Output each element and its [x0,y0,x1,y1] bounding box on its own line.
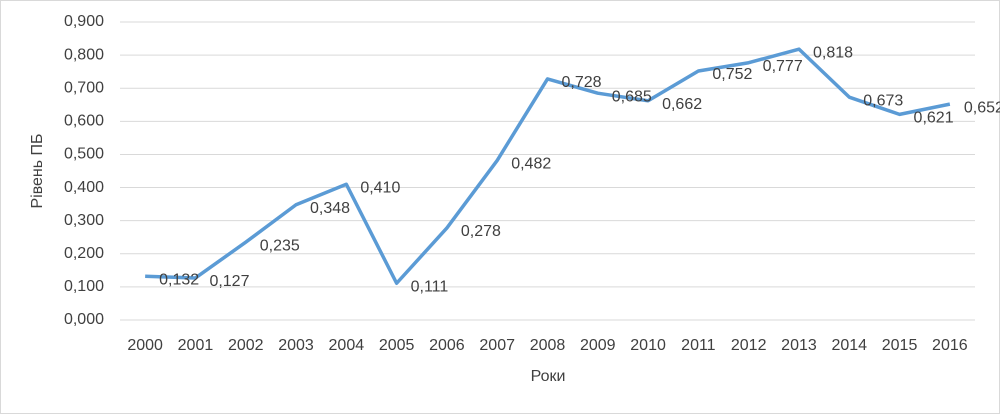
data-label: 0,410 [360,179,400,196]
x-axis-title: Роки [531,368,566,385]
data-label: 0,752 [712,66,752,83]
data-label: 0,652 [964,99,1000,116]
data-label: 0,621 [914,110,954,127]
x-tick-label: 2000 [127,337,163,354]
data-label: 0,348 [310,200,350,217]
y-tick-label: 0,600 [64,113,104,130]
x-tick-label: 2009 [580,337,616,354]
x-tick-label: 2007 [479,337,515,354]
x-tick-label: 2014 [831,337,867,354]
data-label: 0,685 [612,88,652,105]
x-tick-label: 2006 [429,337,465,354]
y-tick-label: 0,800 [64,46,104,63]
data-label: 0,278 [461,223,501,240]
data-label: 0,728 [562,74,602,91]
x-tick-label: 2012 [731,337,767,354]
data-label: 0,777 [763,58,803,75]
y-tick-label: 0,900 [64,13,104,30]
y-tick-label: 0,400 [64,179,104,196]
x-tick-label: 2004 [329,337,365,354]
x-tick-label: 2016 [932,337,968,354]
y-tick-label: 0,500 [64,146,104,163]
x-tick-label: 2008 [530,337,566,354]
y-tick-label: 0,200 [64,245,104,262]
x-tick-label: 2011 [681,337,716,354]
data-label: 0,482 [511,156,551,173]
data-label: 0,132 [159,272,199,289]
x-tick-label: 2003 [278,337,314,354]
data-label: 0,673 [863,92,903,109]
data-label: 0,818 [813,44,853,61]
data-label: 0,235 [260,237,300,254]
x-tick-label: 2005 [379,337,415,354]
x-tick-label: 2001 [178,337,214,354]
x-tick-label: 2010 [630,337,666,354]
data-label: 0,111 [411,278,449,295]
x-tick-label: 2013 [781,337,817,354]
y-tick-label: 0,700 [64,79,104,96]
y-tick-label: 0,000 [64,311,104,328]
y-tick-label: 0,300 [64,212,104,229]
x-tick-label: 2015 [882,337,918,354]
y-tick-label: 0,100 [64,278,104,295]
data-label: 0,662 [662,96,702,113]
y-axis-title: Рівень ПБ [29,133,46,208]
line-series [145,47,951,285]
x-tick-label: 2002 [228,337,264,354]
data-label: 0,127 [209,273,249,290]
